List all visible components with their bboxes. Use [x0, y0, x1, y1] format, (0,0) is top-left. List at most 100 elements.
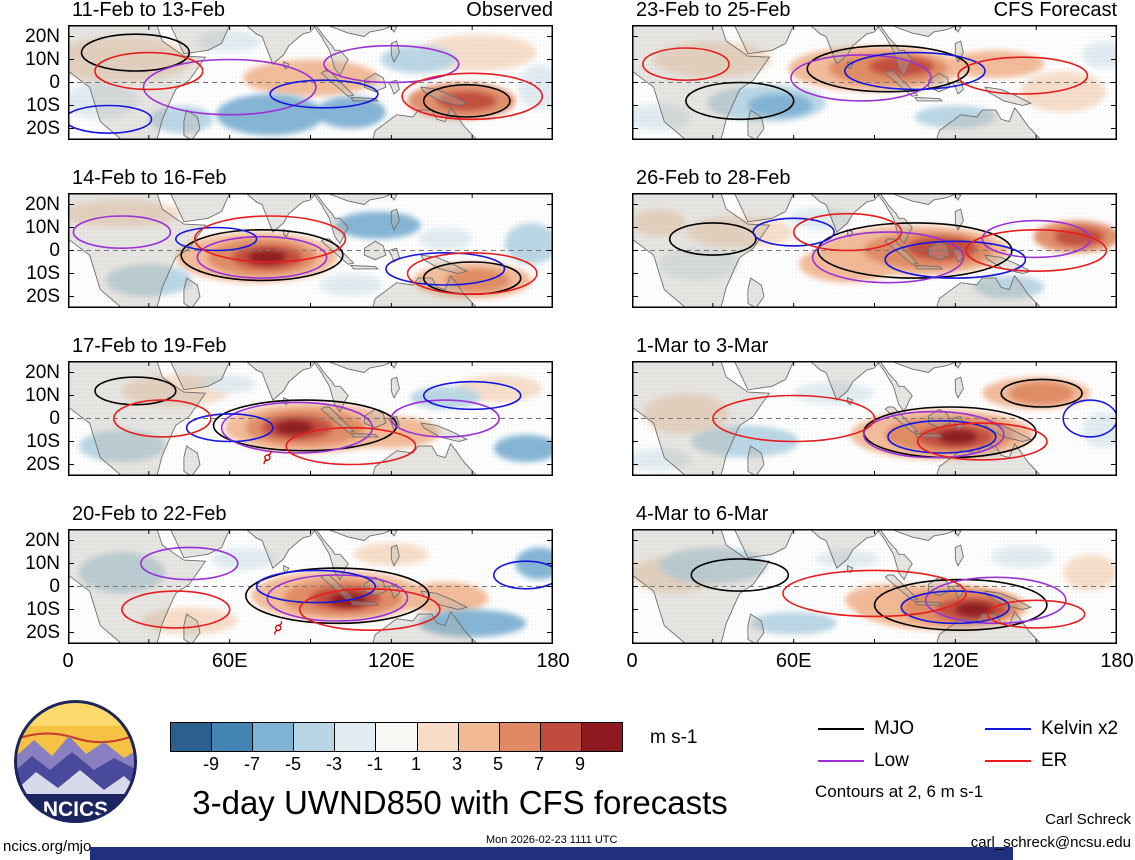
colorbar-tick-label: -1: [366, 754, 384, 774]
colorbar-cell: [334, 723, 376, 751]
panel-title: 20-Feb to 22-Feb: [72, 503, 227, 525]
colorbar-cell: [580, 723, 623, 751]
map-svg: [632, 193, 1117, 308]
x-tick-label: 180: [1100, 650, 1134, 672]
colorbar-labels: -9 -7 -5 -3 -1 1 3 5 7 9: [170, 754, 621, 776]
legend-label-kelvin: Kelvin x2: [1041, 718, 1119, 739]
panel-title: 1-Mar to 3-Mar: [636, 335, 769, 357]
y-tick-label: 10S: [26, 262, 60, 284]
y-tick-label: 20N: [25, 529, 60, 551]
map-svg: [68, 529, 553, 644]
colorbar-cell: [539, 723, 581, 751]
colorbar: [170, 722, 623, 752]
contour-note: Contours at 2, 6 m s-1: [815, 782, 984, 801]
column-header: CFS Forecast: [993, 0, 1117, 21]
logo-border: [14, 700, 137, 823]
panel-title: 11-Feb to 13-Feb: [72, 0, 226, 21]
colorbar-tick-label: 9: [574, 754, 586, 774]
x-tick-label: 60E: [775, 650, 812, 672]
footer-timestamp: Mon 2026-02-23 1111 UTC: [486, 834, 618, 846]
y-tick-label: 20N: [25, 193, 60, 215]
y-tick-label: 0: [49, 239, 60, 261]
colorbar-tick-label: 1: [410, 754, 422, 774]
map-svg: [632, 529, 1117, 644]
legend-line-low: [818, 760, 864, 762]
x-tick-label: 180: [536, 650, 570, 672]
map-panel: [68, 25, 553, 140]
figure-title: 3-day UWND850 with CFS forecasts: [192, 784, 728, 821]
y-tick-label: 20S: [26, 621, 60, 643]
map-svg: [68, 25, 553, 140]
x-tick-label: 60E: [211, 650, 248, 672]
legend-label-mjo: MJO: [874, 718, 915, 739]
map-panel: [68, 193, 553, 308]
y-tick-label: 0: [49, 71, 60, 93]
footer-bar: [90, 847, 1013, 860]
y-tick-label: 10S: [26, 430, 60, 452]
colorbar-cell: [252, 723, 294, 751]
legend-line-kelvin: [985, 728, 1031, 730]
x-tick-label: 120E: [367, 650, 415, 672]
map-svg: [68, 193, 553, 308]
map-panel: [632, 25, 1117, 140]
y-tick-label: 10S: [26, 94, 60, 116]
map-panel: [68, 529, 553, 644]
map-panel: [632, 529, 1117, 644]
map-svg: [632, 361, 1117, 476]
colorbar-tick-label: 3: [451, 754, 463, 774]
y-tick-label: 10N: [25, 48, 60, 70]
ncics-logo-graphic: NCICS: [14, 700, 137, 823]
colorbar-tick-label: -5: [284, 754, 302, 774]
legend-label-er: ER: [1041, 750, 1068, 771]
logo-sky-light: [14, 700, 137, 726]
colorbar-cell: [498, 723, 540, 751]
colorbar-tick-label: 5: [492, 754, 504, 774]
footer-author: Carl Schreck: [1045, 811, 1131, 828]
x-tick-label: 120E: [931, 650, 979, 672]
y-tick-label: 10S: [26, 598, 60, 620]
panel-title: 4-Mar to 6-Mar: [636, 503, 769, 525]
y-tick-label: 10N: [25, 552, 60, 574]
colorbar-tick-label: 7: [533, 754, 545, 774]
ncics-logo: NCICS: [14, 700, 137, 823]
colorbar-cell: [375, 723, 417, 751]
colorbar-cell: [211, 723, 253, 751]
panel-title: 26-Feb to 28-Feb: [636, 167, 791, 189]
map-svg: [68, 361, 553, 476]
map-panel: [632, 193, 1117, 308]
colorbar-tick-label: -9: [202, 754, 220, 774]
tropical-cyclone-symbol: [263, 450, 272, 465]
panel-title: 17-Feb to 19-Feb: [72, 335, 227, 357]
y-tick-label: 20S: [26, 285, 60, 307]
colorbar-cell: [293, 723, 335, 751]
footer-url: ncics.org/mjo: [3, 838, 92, 855]
colorbar-cell: [457, 723, 499, 751]
column-header: Observed: [466, 0, 553, 21]
logo-ridge-line: [14, 732, 137, 744]
map-panel: [632, 361, 1117, 476]
legend-line-mjo: [818, 728, 864, 730]
y-tick-label: 0: [49, 407, 60, 429]
colorbar-tick-label: -3: [325, 754, 343, 774]
panel-title: 23-Feb to 25-Feb: [636, 0, 791, 21]
y-tick-label: 20S: [26, 117, 60, 139]
y-tick-label: 10N: [25, 384, 60, 406]
map-panel: [68, 361, 553, 476]
y-tick-label: 20S: [26, 453, 60, 475]
x-tick-label: 0: [626, 650, 638, 672]
panel-title: 14-Feb to 16-Feb: [72, 167, 227, 189]
x-tick-label: 0: [62, 650, 74, 672]
colorbar-tick-label: -7: [243, 754, 261, 774]
legend-label-low: Low: [874, 750, 909, 771]
y-tick-label: 20N: [25, 361, 60, 383]
y-tick-label: 10N: [25, 216, 60, 238]
colorbar-cell: [416, 723, 458, 751]
ncics-logo-text: NCICS: [43, 798, 108, 821]
y-tick-label: 0: [49, 575, 60, 597]
colorbar-cell: [171, 723, 212, 751]
tropical-cyclone-symbol: [274, 621, 283, 635]
map-svg: [632, 25, 1117, 140]
legend-line-er: [985, 760, 1031, 762]
colorbar-units: m s-1: [650, 727, 698, 748]
